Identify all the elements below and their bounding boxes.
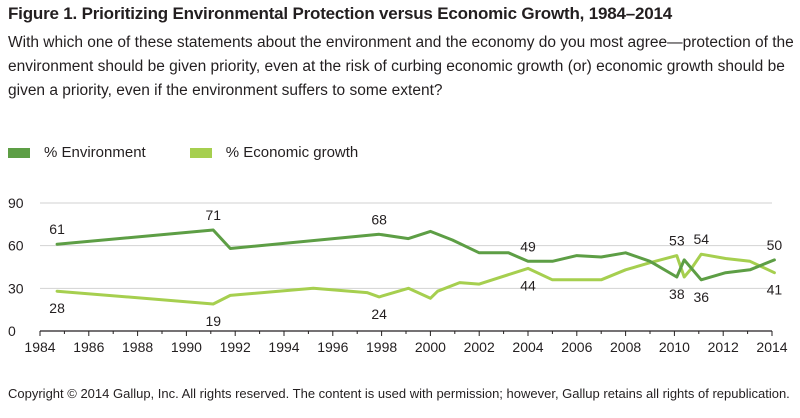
x-tick-label: 1998	[366, 339, 397, 355]
x-tick-label: 2012	[708, 339, 739, 355]
chart-legend: % Environment % Economic growth	[8, 144, 402, 161]
series-line-economic-growth	[55, 252, 776, 306]
data-label: 71	[205, 207, 221, 223]
data-label: 61	[49, 221, 65, 237]
legend-swatch-economic-growth	[189, 147, 212, 158]
y-tick-label: 90	[8, 195, 24, 211]
data-label: 38	[669, 286, 685, 302]
x-tick-label: 2004	[512, 339, 543, 355]
data-label: 41	[767, 282, 783, 298]
y-tick-label: 30	[8, 280, 24, 296]
x-tick-label: 1984	[24, 339, 55, 355]
data-label: 24	[371, 306, 387, 322]
data-label: 50	[767, 237, 783, 253]
x-tick-label: 2000	[415, 339, 446, 355]
x-tick-label: 1990	[171, 339, 202, 355]
data-label: 54	[693, 231, 709, 247]
legend-label-economic-growth: % Economic growth	[225, 144, 359, 161]
y-tick-label: 0	[8, 323, 16, 339]
series-line-environment	[55, 228, 776, 282]
x-tick-label: 1992	[220, 339, 251, 355]
x-tick-label: 1988	[122, 339, 153, 355]
data-label: 68	[371, 211, 387, 227]
x-tick-label: 2014	[756, 339, 787, 355]
data-label: 49	[520, 238, 536, 254]
x-tick-label: 1986	[73, 339, 104, 355]
data-label: 36	[693, 289, 709, 305]
legend-item-economic-growth: % Economic growth	[189, 144, 359, 161]
y-tick-label: 60	[8, 238, 24, 254]
legend-item-environment: % Environment	[8, 144, 146, 161]
x-tick-label: 2008	[610, 339, 641, 355]
data-label: 28	[49, 300, 65, 316]
legend-swatch-environment	[8, 147, 30, 158]
copyright-notice: Copyright © 2014 Gallup, Inc. All rights…	[8, 386, 790, 401]
x-tick-label: 2006	[561, 339, 592, 355]
x-tick-label: 1996	[317, 339, 348, 355]
line-chart: 0 30 60 90 1984 1986 1988 1990 1992 1994 1996 1998 2…	[8, 195, 788, 355]
data-label: 44	[520, 277, 536, 293]
figure-title: Figure 1. Prioritizing Environmental Pro…	[8, 4, 672, 23]
survey-question: With which one of these statements about…	[8, 34, 794, 99]
data-label: 19	[205, 313, 221, 329]
x-tick-label: 2002	[464, 339, 495, 355]
x-tick-label: 2010	[659, 339, 690, 355]
data-label: 53	[669, 233, 685, 249]
x-tick-label: 1994	[268, 339, 299, 355]
legend-label-environment: % Environment	[44, 144, 146, 161]
